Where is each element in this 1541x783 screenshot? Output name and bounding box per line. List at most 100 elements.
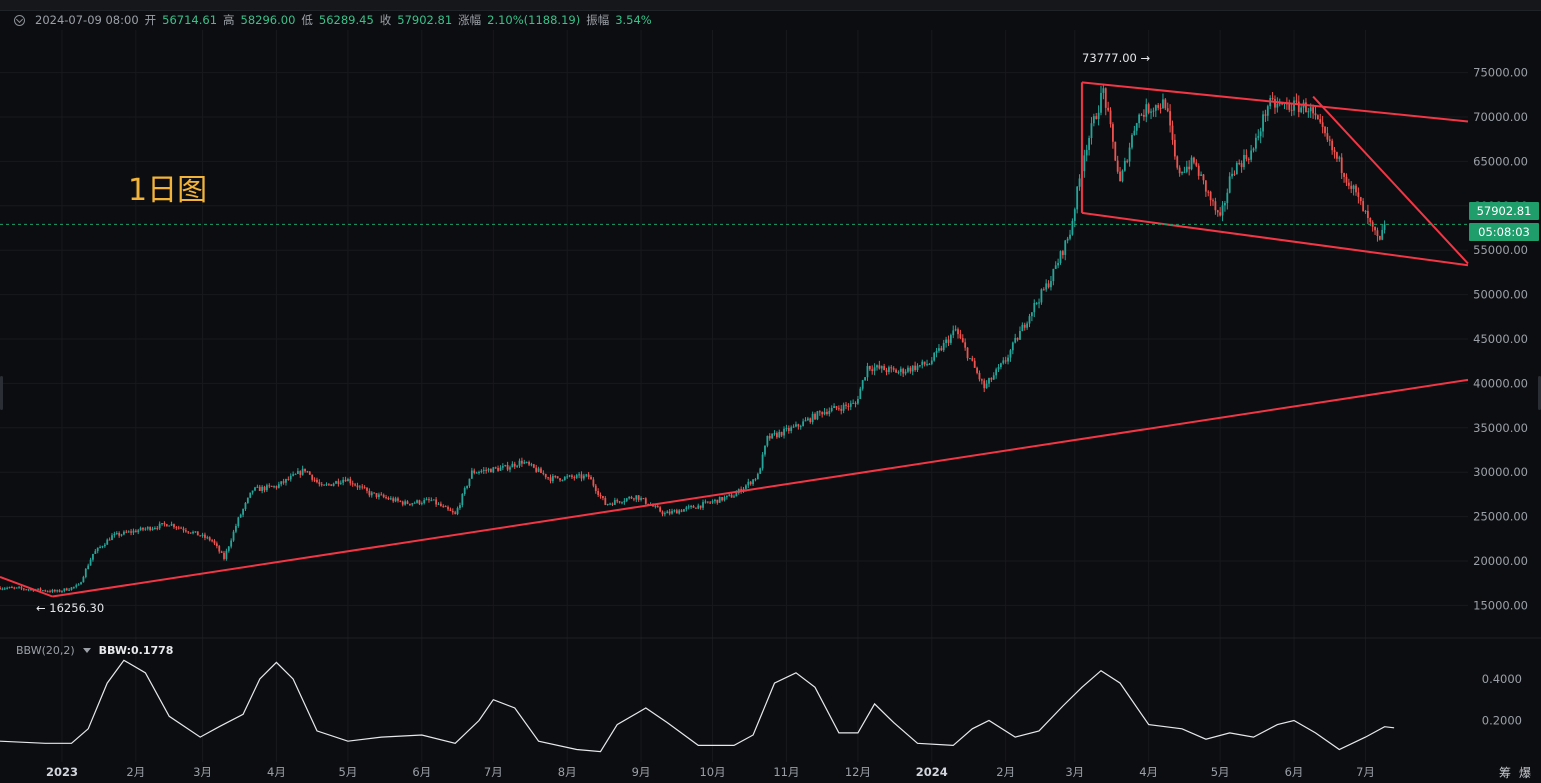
candle-body — [804, 420, 807, 422]
candle-body — [1278, 103, 1281, 105]
candle-body — [70, 587, 73, 590]
candle-body — [53, 589, 56, 592]
candle-body — [1064, 240, 1067, 255]
candle-body — [325, 484, 328, 486]
candle-body — [1338, 157, 1341, 159]
candle-body — [1171, 125, 1174, 140]
price-tick-label: 55000.00 — [1473, 243, 1528, 257]
candle-body — [118, 533, 121, 536]
candle-body — [563, 476, 566, 481]
candle-body — [1007, 357, 1009, 362]
candle-body — [1183, 171, 1186, 173]
candle-body — [473, 470, 476, 474]
candle-body — [411, 503, 414, 505]
candle-body — [613, 500, 616, 505]
candle-body — [1142, 114, 1145, 117]
candle-body — [1281, 103, 1284, 105]
candle-body — [535, 467, 538, 472]
candle-body — [58, 590, 61, 592]
left-panel-handle[interactable] — [0, 376, 3, 410]
candle-body — [332, 483, 335, 486]
candle-body — [716, 499, 719, 503]
time-tick-label: 11月 — [773, 765, 799, 779]
candle-body — [861, 380, 864, 389]
candle-body — [585, 474, 588, 476]
candle-body — [909, 367, 912, 372]
bbw-value: BBW:0.1778 — [98, 644, 174, 657]
candle-body — [349, 479, 352, 484]
candle-body — [1004, 360, 1007, 362]
candle-body — [1140, 114, 1143, 116]
candle-body — [394, 498, 397, 502]
candle-body — [361, 486, 364, 488]
candle-body — [694, 507, 697, 509]
candle-body — [992, 375, 995, 380]
caret-down-icon[interactable] — [82, 648, 91, 653]
candle-body — [151, 528, 154, 530]
candle-body — [1262, 114, 1264, 132]
candle-body — [1045, 283, 1048, 290]
candle-body — [809, 418, 812, 423]
candle-body — [840, 408, 843, 411]
time-tick-label: 3月 — [1065, 765, 1084, 779]
bbw-name[interactable]: BBW(20,2) — [16, 644, 75, 657]
price-tick-label: 65000.00 — [1473, 154, 1528, 168]
candle-body — [1066, 238, 1069, 241]
candle-body — [1009, 350, 1012, 358]
candle-body — [1016, 337, 1019, 340]
candle-body — [568, 475, 571, 477]
candle-body — [1181, 171, 1183, 174]
candle-body — [966, 347, 969, 359]
candle-body — [397, 498, 399, 501]
candle-body — [8, 587, 11, 589]
candle-body — [687, 506, 690, 508]
candle-body — [547, 477, 550, 479]
candle-body — [911, 365, 914, 372]
right-panel-handle[interactable] — [1538, 376, 1541, 410]
time-axis: 2023 2月 3月 4月 5月 6月 7月 8月 9月 10月 11月 12月 2024 2月 3月 4月 5… — [46, 765, 1375, 779]
candle-body — [25, 589, 28, 591]
candle-body — [964, 342, 967, 348]
candle-body — [985, 383, 988, 389]
candle-body — [494, 467, 497, 469]
candle-body — [490, 469, 492, 473]
time-tick-label: 6月 — [412, 765, 431, 779]
candle-body — [1033, 303, 1036, 313]
candle-body — [506, 465, 509, 470]
candle-body — [165, 524, 168, 527]
candle-body — [902, 368, 905, 374]
candle-body — [895, 369, 897, 373]
price-tick-label: 35000.00 — [1473, 421, 1528, 435]
time-tick-label: 7月 — [1356, 765, 1375, 779]
candle-body — [1367, 210, 1369, 218]
candle-body — [852, 402, 855, 404]
chip-distribution-icon[interactable]: 筹 — [1499, 766, 1512, 780]
candle-body — [444, 506, 447, 508]
candle-body — [1000, 363, 1002, 368]
candle-body — [204, 534, 206, 538]
candle-body — [1266, 106, 1269, 116]
candle-body — [997, 367, 1000, 370]
liquidation-icon[interactable]: 爆 — [1519, 766, 1532, 780]
candle-body — [406, 501, 409, 504]
candle-body — [952, 330, 955, 336]
candle-body — [358, 486, 361, 488]
candle-body — [311, 474, 314, 480]
candle-body — [1369, 217, 1372, 223]
candle-body — [540, 468, 542, 473]
candle-body — [1376, 230, 1379, 236]
candle-body — [113, 533, 116, 536]
candle-body — [306, 471, 309, 473]
bbw-legend: BBW(20,2) BBW:0.1778 — [16, 644, 173, 657]
candle-body — [177, 527, 180, 529]
candle-body — [1076, 186, 1079, 210]
time-tick-label: 2023 — [46, 765, 78, 779]
candle-body — [587, 474, 590, 477]
candle-body — [387, 497, 390, 500]
candle-body — [435, 499, 438, 505]
candle-body — [544, 473, 547, 478]
candle-body — [385, 497, 387, 499]
candle-body — [497, 468, 499, 471]
collapse-icon[interactable] — [14, 14, 25, 26]
